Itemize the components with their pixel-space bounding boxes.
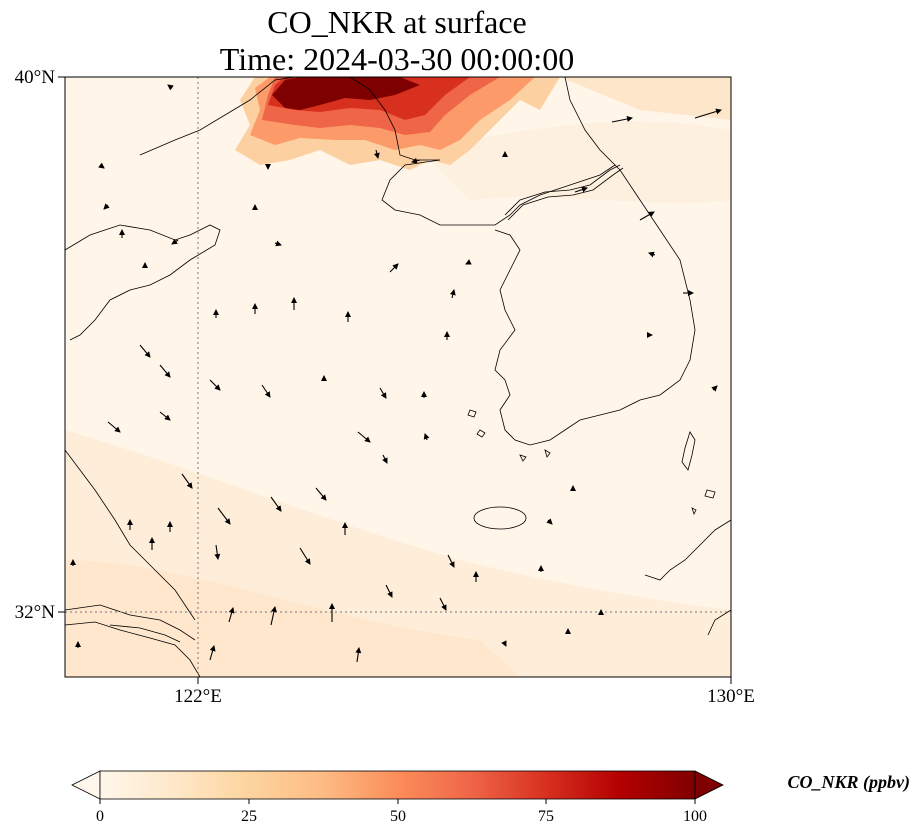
- kyushu-islands: [691, 489, 716, 516]
- plume-core: [272, 77, 420, 110]
- colorbar-extend-low: [71, 770, 101, 800]
- wind-arrow: [167, 84, 174, 91]
- wind-arrow: [385, 584, 393, 598]
- wind-arrow: [574, 186, 588, 193]
- colorbar-label: CO_NKR (ppbv): [788, 772, 911, 793]
- wind-arrow: [270, 606, 277, 626]
- colorbar-tick-25: 25: [241, 808, 257, 825]
- colorbar-gradient: [99, 770, 696, 800]
- wind-arrow: [423, 433, 430, 441]
- jeju-island: [473, 506, 527, 530]
- map-frame: [64, 76, 732, 678]
- wind-arrow: [711, 385, 718, 392]
- japan-coast: [644, 519, 731, 636]
- colorbar-tick-0: 0: [96, 808, 104, 825]
- wind-arrow: [209, 645, 216, 661]
- wind-arrow: [171, 238, 179, 245]
- wind-arrow: [355, 647, 362, 663]
- colorbar-tick-50: 50: [390, 808, 406, 825]
- wind-arrow: [501, 640, 507, 647]
- wind-arrow: [107, 421, 121, 433]
- wind-arrow: [389, 263, 399, 273]
- wind-vectors: [70, 84, 722, 663]
- lon-label-130: 130°E: [707, 686, 755, 707]
- colorbar: 0 25 50 75 100 CO_NKR (ppbv): [71, 770, 911, 825]
- wind-arrow: [209, 379, 221, 391]
- wind-arrow: [694, 108, 722, 119]
- wind-arrow: [382, 454, 388, 464]
- wind-arrow: [159, 364, 171, 378]
- colorbar-tick-100: 100: [683, 808, 707, 825]
- wind-arrow: [449, 289, 456, 299]
- colorbar-extend-high: [694, 770, 724, 800]
- wind-arrow: [299, 547, 311, 565]
- wind-arrow: [357, 431, 371, 443]
- wind-arrow: [447, 554, 455, 568]
- wind-arrow: [274, 240, 282, 247]
- wind-arrow: [639, 211, 655, 221]
- wind-arrow: [217, 507, 231, 525]
- wind-arrow: [315, 487, 327, 501]
- wind-arrow: [228, 607, 235, 623]
- wind-arrow: [546, 518, 553, 525]
- wind-arrow: [379, 387, 387, 399]
- lat-label-40: 40°N: [15, 67, 56, 88]
- wind-arrow: [411, 157, 421, 164]
- map-title-line2: Time: 2024-03-30 00:00:00: [220, 41, 574, 77]
- wind-arrow: [159, 411, 171, 421]
- colorbar-ticks: [99, 799, 696, 804]
- co-plume: [235, 77, 560, 170]
- islands: [467, 409, 731, 636]
- map-title-line1: CO_NKR at surface: [267, 4, 526, 40]
- lon-label-122: 122°E: [174, 686, 222, 707]
- wind-arrow: [181, 473, 193, 489]
- wind-arrow: [373, 149, 380, 159]
- wind-arrow: [261, 384, 271, 398]
- tsushima-island: [681, 431, 696, 471]
- wind-arrow: [214, 544, 221, 560]
- wind-arrow: [98, 162, 105, 169]
- map-panel: [65, 77, 731, 677]
- wind-arrow: [270, 496, 282, 512]
- west-coast-islands: [467, 409, 551, 462]
- wind-arrow: [139, 344, 151, 358]
- wind-arrow: [465, 259, 472, 265]
- wind-arrow: [648, 251, 656, 258]
- wind-arrow: [439, 597, 447, 611]
- wind-arrow: [611, 116, 633, 123]
- wind-arrow: [103, 203, 110, 210]
- colorbar-tick-75: 75: [538, 808, 554, 825]
- lat-label-32: 32°N: [15, 602, 56, 623]
